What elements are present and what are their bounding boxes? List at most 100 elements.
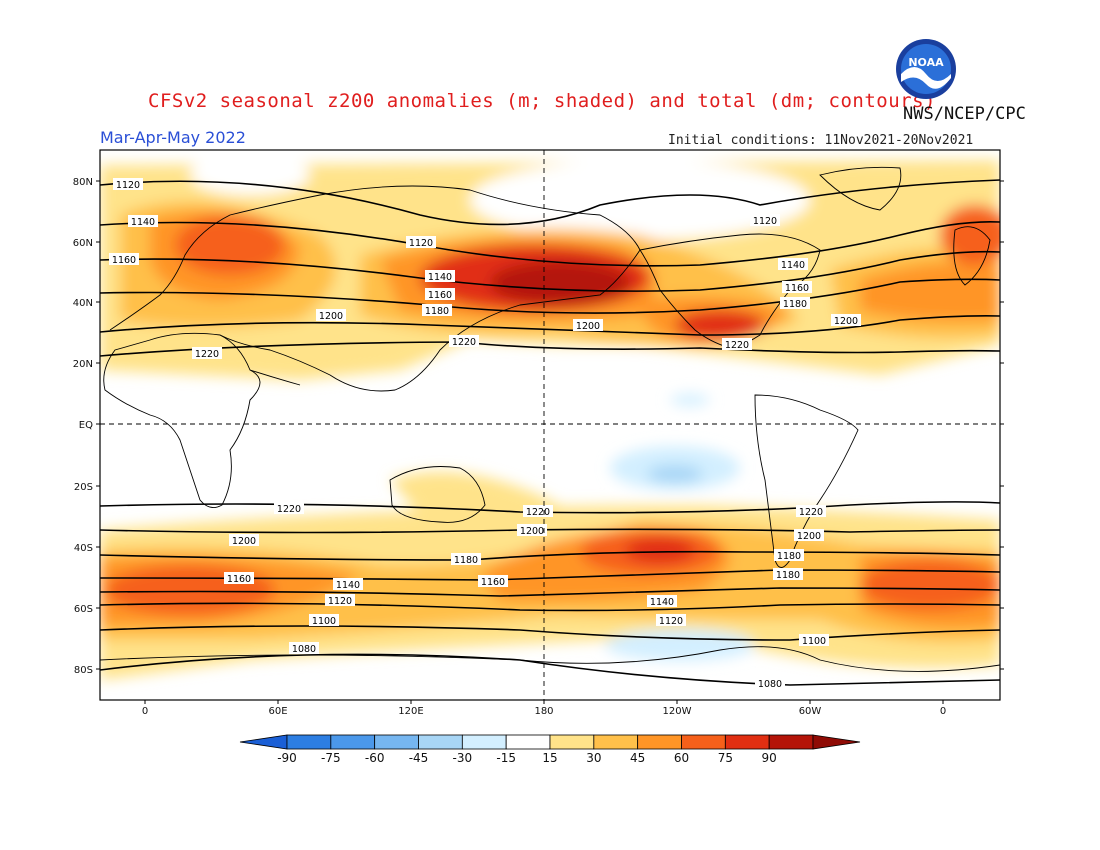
anomaly-gap-arctic bbox=[470, 160, 810, 240]
colorbar-swatch bbox=[286, 734, 332, 750]
noaa-logo-icon: NOAA bbox=[896, 39, 956, 99]
contour-label: 1200 bbox=[834, 316, 858, 327]
colorbar-label: 15 bbox=[542, 751, 557, 765]
colorbar-swatch bbox=[461, 734, 507, 750]
colorbar-label: 45 bbox=[630, 751, 645, 765]
contour-labels: 1120 1140 1160 1200 1220 1120 1140 1160 … bbox=[109, 178, 861, 690]
anomaly-neg-antarctic bbox=[605, 629, 755, 661]
contour-label: 1140 bbox=[131, 217, 155, 228]
season-label: Mar-Apr-May 2022 bbox=[100, 128, 246, 147]
contour-label: 1160 bbox=[785, 283, 809, 294]
colorbar-label: 60 bbox=[674, 751, 689, 765]
contour-label: 1200 bbox=[520, 526, 544, 537]
anomaly-nh-namerica-60 bbox=[675, 310, 765, 340]
contour-label: 1080 bbox=[758, 679, 782, 690]
contour-1100-sh bbox=[100, 625, 1000, 641]
anomaly-gap-arctic-west bbox=[190, 155, 310, 195]
lon-label-60w: 60W bbox=[799, 706, 822, 717]
colorbar-swatch bbox=[768, 734, 814, 750]
colorbar-label: 75 bbox=[718, 751, 733, 765]
contour-lines bbox=[100, 179, 1000, 686]
eurasia-coastline bbox=[109, 185, 641, 392]
contour-1220-sh bbox=[100, 501, 1000, 514]
africa-coastline bbox=[103, 332, 261, 509]
latitude-axis: 80N 60N 40N 20N EQ 20S 40S 60S 80S bbox=[73, 177, 1004, 676]
lat-label-80s: 80S bbox=[74, 665, 93, 676]
colorbar-swatch bbox=[549, 734, 595, 750]
contour-label: 1080 bbox=[292, 644, 316, 655]
colorbar-label: 30 bbox=[586, 751, 601, 765]
colorbar-swatch bbox=[681, 734, 726, 750]
longitude-axis: 0 60E 120E 180 120W 60W 0 bbox=[142, 700, 946, 717]
lat-label-20n: 20N bbox=[73, 359, 93, 370]
arabia-coastline bbox=[249, 369, 301, 386]
lat-label-eq: EQ bbox=[79, 420, 93, 431]
contour-label: 1160 bbox=[428, 290, 452, 301]
contour-1220-nh bbox=[100, 341, 1000, 357]
contour-label: 1120 bbox=[409, 238, 433, 249]
anomaly-nh-atlantic-45 bbox=[860, 262, 1000, 322]
anomaly-neg-eq bbox=[670, 394, 710, 406]
anomaly-nh-atlantic-60 bbox=[940, 205, 1000, 265]
anomaly-neg-tropical-30 bbox=[647, 465, 703, 483]
contour-1120-nh bbox=[100, 179, 1000, 226]
contour-1180-nh bbox=[100, 278, 1000, 314]
lon-label-180: 180 bbox=[534, 706, 553, 717]
lat-label-40s: 40S bbox=[74, 543, 93, 554]
lat-label-60s: 60S bbox=[74, 604, 93, 615]
colorbar-label: 90 bbox=[762, 751, 777, 765]
colorbar-swatch bbox=[330, 734, 376, 750]
contour-label: 1180 bbox=[783, 299, 807, 310]
contour-label: 1140 bbox=[336, 580, 360, 591]
colorbar-label: -75 bbox=[321, 751, 341, 765]
contour-label: 1220 bbox=[195, 349, 219, 360]
lat-label-80n: 80N bbox=[73, 177, 93, 188]
lon-label-120w: 120W bbox=[663, 706, 692, 717]
contour-label: 1200 bbox=[232, 536, 256, 547]
contour-label: 1120 bbox=[659, 616, 683, 627]
contour-1160-sh bbox=[100, 569, 1000, 581]
colorbar-arrow-left bbox=[239, 734, 288, 750]
colorbar-label: -60 bbox=[365, 751, 385, 765]
chart-title: CFSv2 seasonal z200 anomalies (m; shaded… bbox=[148, 90, 936, 112]
map-frame bbox=[99, 149, 1001, 701]
initial-conditions-label: Initial conditions: 11Nov2021-20Nov2021 bbox=[668, 133, 974, 148]
contour-label: 1180 bbox=[425, 306, 449, 317]
contour-1140-sh bbox=[100, 587, 1000, 597]
colorbar-swatch bbox=[374, 734, 419, 750]
colorbar-swatch bbox=[637, 734, 682, 750]
lat-label-60n: 60N bbox=[73, 238, 93, 249]
colorbar-label: -30 bbox=[453, 751, 473, 765]
contour-label: 1180 bbox=[454, 555, 478, 566]
europe-coastline bbox=[953, 226, 991, 286]
contour-label: 1180 bbox=[776, 570, 800, 581]
contour-1200-nh bbox=[100, 315, 1000, 336]
lat-label-20s: 20S bbox=[74, 482, 93, 493]
contour-label: 1140 bbox=[781, 260, 805, 271]
contour-label: 1200 bbox=[797, 531, 821, 542]
colorbar-swatch bbox=[418, 734, 463, 750]
contour-label: 1100 bbox=[802, 636, 826, 647]
agency-label: NWS/NCEP/CPC bbox=[903, 104, 1026, 124]
anomaly-nh-pacific-75 bbox=[490, 261, 630, 305]
colorbar-arrow-right bbox=[812, 734, 861, 750]
contour-1140-nh bbox=[100, 220, 1000, 267]
lon-label-0-east: 0 bbox=[940, 706, 946, 717]
contour-label: 1120 bbox=[116, 180, 140, 191]
greenland-coastline bbox=[819, 166, 902, 211]
contour-label: 1100 bbox=[312, 616, 336, 627]
noaa-logo-text: NOAA bbox=[908, 56, 944, 69]
contour-label: 1200 bbox=[319, 311, 343, 322]
lat-label-40n: 40N bbox=[73, 298, 93, 309]
north-america-coastline bbox=[639, 233, 821, 349]
colorbar-swatch bbox=[593, 734, 639, 750]
colorbar-swatch bbox=[505, 734, 551, 750]
colorbar-swatch bbox=[724, 734, 770, 750]
contour-label: 1220 bbox=[277, 504, 301, 515]
contour-label: 1160 bbox=[481, 577, 505, 588]
contour-label: 1140 bbox=[428, 272, 452, 283]
anomaly-sh-subtrop-15 bbox=[390, 471, 560, 517]
contour-label: 1200 bbox=[576, 321, 600, 332]
contour-1160-nh bbox=[100, 250, 1000, 292]
